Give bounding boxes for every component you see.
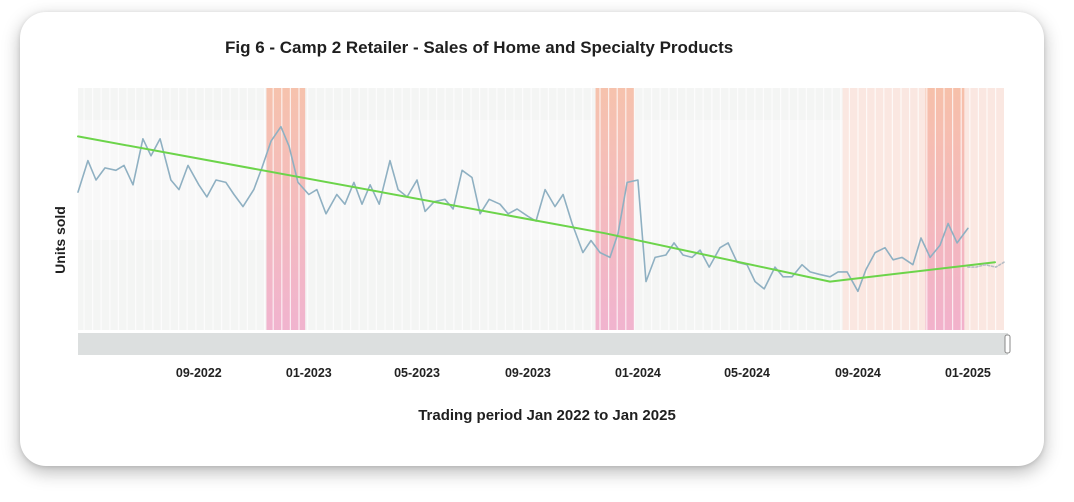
x-tick-label: 09-2022 [176,366,222,380]
chart-title: Fig 6 - Camp 2 Retailer - Sales of Home … [225,38,734,57]
forecast-series-line [967,261,1005,268]
highlight-band-4 [925,88,965,330]
range-slider[interactable] [78,333,1011,355]
x-tick-label: 01-2023 [286,366,332,380]
slider-handle[interactable] [1004,334,1011,354]
x-tick-label: 01-2025 [945,366,991,380]
sales-series-line [77,125,969,293]
x-tick-label: 09-2024 [835,366,881,380]
highlight-band-3 [842,88,1004,330]
x-tick-label: 01-2024 [615,366,661,380]
highlight-band-2 [595,88,635,330]
slider-track [78,333,1008,355]
x-tick-label: 05-2023 [394,366,440,380]
x-tick-label: 05-2024 [724,366,770,380]
x-axis-label: Trading period Jan 2022 to Jan 2025 [418,407,676,424]
x-tick-label: 09-2023 [505,366,551,380]
trend-line [77,135,996,283]
